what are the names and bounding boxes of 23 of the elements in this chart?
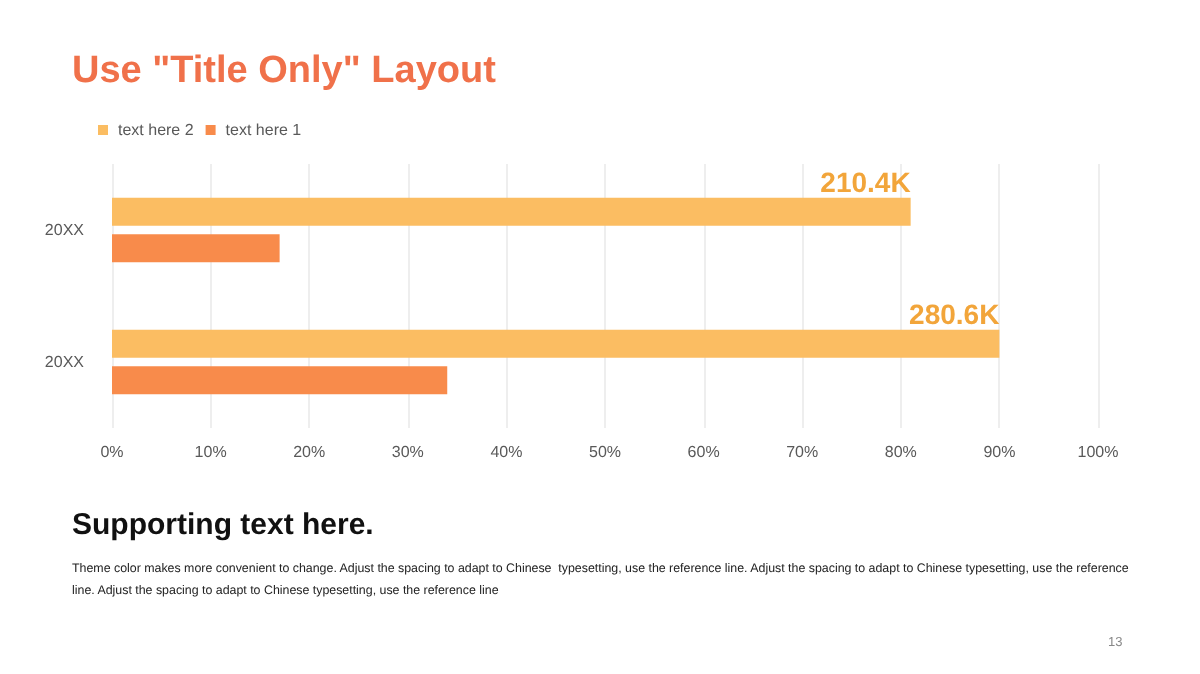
x-tick-label: 90% [983, 443, 1016, 461]
x-tick-label: 20% [293, 443, 326, 461]
legend-label: text here 2 [118, 121, 195, 139]
x-tick-label: 40% [490, 443, 523, 461]
x-tick-label: 60% [687, 443, 720, 461]
bar [112, 234, 280, 263]
bar [112, 329, 1000, 358]
x-tick-label: 30% [391, 443, 424, 461]
annotation: 210.4K [820, 165, 911, 198]
x-tick-label: 50% [588, 443, 622, 461]
legend-label: text here 1 [225, 121, 303, 139]
x-tick-label: 70% [786, 443, 819, 461]
y-tick-label: 20XX [44, 353, 86, 371]
x-tick-label: 80% [884, 443, 917, 461]
y-tick-label: 20XX [44, 221, 86, 239]
x-tick-label: 10% [194, 443, 227, 461]
bar [112, 197, 911, 226]
x-tick-label: 0% [100, 443, 124, 461]
annotation: 280.6K [909, 297, 1000, 330]
text: Supporting text here. [72, 508, 374, 542]
chart-title: Use "Title Only" Layout [72, 50, 496, 94]
x-tick-label: 100% [1077, 443, 1119, 461]
bar [112, 366, 448, 395]
